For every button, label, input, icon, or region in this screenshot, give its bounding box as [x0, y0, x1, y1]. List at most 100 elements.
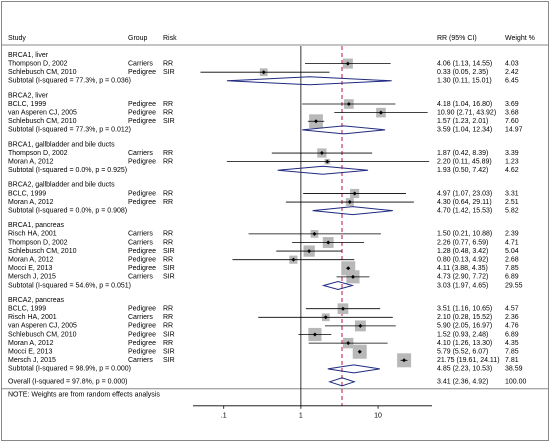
- ci-label: 2.10 (0.28, 15.52): [437, 314, 492, 321]
- study-name: Mocci E, 2013: [8, 349, 52, 356]
- ci-label: 5.79 (5.52, 6.07): [437, 349, 488, 356]
- ci-label: 4.97 (1.07, 23.03): [437, 190, 492, 197]
- study-group: Pedigree: [128, 69, 156, 76]
- weight-label: 3.39: [505, 150, 519, 157]
- study-name: van Asperen CJ, 2005: [8, 323, 77, 330]
- point-estimate: [291, 257, 296, 262]
- ci-label: 4.18 (1.04, 16.80): [437, 101, 492, 108]
- ci-label: 3.03 (1.97, 4.65): [437, 282, 488, 289]
- study-group: Pedigree: [128, 340, 156, 347]
- study-risk: RR: [163, 150, 173, 157]
- study-group: Pedigree: [128, 265, 156, 272]
- ci-label: 4.85 (2.23, 10.53): [437, 366, 492, 373]
- point-estimate: [312, 231, 317, 236]
- study-group: Pedigree: [128, 118, 156, 125]
- study-name: Moran A, 2012: [8, 158, 54, 165]
- ci-label: 1.28 (0.48, 3.42): [437, 248, 488, 255]
- weight-label: 4.03: [505, 60, 519, 67]
- study-name: Thompson D, 2002: [8, 150, 68, 157]
- weight-label: 3.69: [505, 101, 519, 108]
- study-risk: SIR: [163, 357, 175, 364]
- weight-label: 2.36: [505, 314, 519, 321]
- header: RR (95% CI): [437, 35, 477, 42]
- study-name: Moran A, 2012: [8, 340, 54, 347]
- weight-label: 5.82: [505, 208, 519, 215]
- ci-label: 4.70 (1.42, 15.53): [437, 208, 492, 215]
- header: Weight %: [505, 35, 535, 42]
- weight-label: 2.42: [505, 69, 519, 76]
- weight-label: 6.45: [505, 78, 519, 85]
- point-estimate: [326, 240, 331, 245]
- study-risk: RR: [163, 314, 173, 321]
- header: Group: [128, 35, 148, 42]
- ci-label: 5.90 (2.05, 16.97): [437, 323, 492, 330]
- weight-label: 2.39: [505, 231, 519, 238]
- weight-label: 4.57: [505, 306, 519, 313]
- study-name: Schlebusch CM, 2010: [8, 248, 77, 255]
- group-label: BRCA2, gallbladder and bile ducts: [8, 182, 115, 189]
- pooled-diamond: [327, 364, 380, 374]
- pooled-diamond: [328, 377, 356, 387]
- study-risk: SIR: [163, 69, 175, 76]
- x-tick-label: 1: [299, 413, 303, 420]
- weight-label: 3.31: [505, 190, 519, 197]
- study-name: BCLC, 1999: [8, 190, 46, 197]
- group-label: BRCA2, liver: [8, 92, 49, 99]
- weight-label: 7.85: [505, 265, 519, 272]
- point-estimate: [307, 249, 312, 254]
- point-estimate: [347, 200, 352, 205]
- point-estimate: [346, 341, 351, 346]
- header: Risk: [163, 35, 177, 42]
- weight-label: 4.35: [505, 340, 519, 347]
- study-risk: RR: [163, 323, 173, 330]
- subtotal-label: Subtotal (I-squared = 98.9%, p = 0.000): [8, 366, 131, 373]
- study-group: Pedigree: [128, 158, 156, 165]
- study-group: Pedigree: [128, 109, 156, 116]
- pooled-diamond: [226, 76, 392, 86]
- study-group: Pedigree: [128, 190, 156, 197]
- study-risk: RR: [163, 239, 173, 246]
- weight-label: 100.00: [505, 379, 527, 386]
- study-risk: SIR: [163, 265, 175, 272]
- overall-label: Overall (I-squared = 97.8%, p = 0.000): [8, 379, 127, 386]
- study-name: BCLC, 1999: [8, 306, 46, 313]
- point-estimate: [352, 191, 357, 196]
- ci-label: 4.30 (0.64, 29.11): [437, 199, 492, 206]
- study-group: Carriers: [128, 314, 153, 321]
- study-risk: SIR: [163, 248, 175, 255]
- ci-label: 4.10 (1.26, 13.30): [437, 340, 492, 347]
- ci-label: 1.93 (0.50, 7.42): [437, 167, 488, 174]
- x-tick-label: .1: [221, 413, 227, 420]
- ci-label: 1.57 (1.23, 2.01): [437, 118, 488, 125]
- ci-label: 4.11 (3.88, 4.35): [437, 265, 488, 272]
- study-name: Moran A, 2012: [8, 257, 54, 264]
- study-name: Mersch J, 2015: [8, 274, 56, 281]
- ci-label: 0.80 (0.13, 4.92): [437, 257, 488, 264]
- weight-label: 38.59: [505, 366, 523, 373]
- weight-label: 14.97: [505, 127, 523, 134]
- study-group: Pedigree: [128, 257, 156, 264]
- pooled-diamond: [302, 125, 386, 135]
- point-estimate: [402, 358, 407, 363]
- study-risk: SIR: [163, 274, 175, 281]
- point-estimate: [323, 315, 328, 320]
- study-risk: RR: [163, 158, 173, 165]
- ci-label: 0.33 (0.05, 2.35): [437, 69, 488, 76]
- weight-label: 6.89: [505, 331, 519, 338]
- study-group: Pedigree: [128, 349, 156, 356]
- point-estimate: [319, 151, 324, 156]
- pooled-diamond: [277, 165, 369, 175]
- weight-label: 1.23: [505, 158, 519, 165]
- subtotal-label: Subtotal (I-squared = 77.3%, p = 0.036): [8, 78, 131, 85]
- weight-label: 4.76: [505, 323, 519, 330]
- weight-label: 29.55: [505, 282, 523, 289]
- ci-label: 2.26 (0.77, 6.59): [437, 239, 488, 246]
- study-risk: SIR: [163, 349, 175, 356]
- point-estimate: [350, 274, 355, 279]
- study-group: Pedigree: [128, 331, 156, 338]
- study-name: van Asperen CJ, 2005: [8, 109, 77, 116]
- study-name: Thompson D, 2002: [8, 239, 68, 246]
- ci-label: 3.41 (2.36, 4.92): [437, 379, 488, 386]
- ci-label: 21.75 (19.61, 24.11): [437, 357, 500, 364]
- ci-label: 10.90 (2.71, 43.92): [437, 109, 496, 116]
